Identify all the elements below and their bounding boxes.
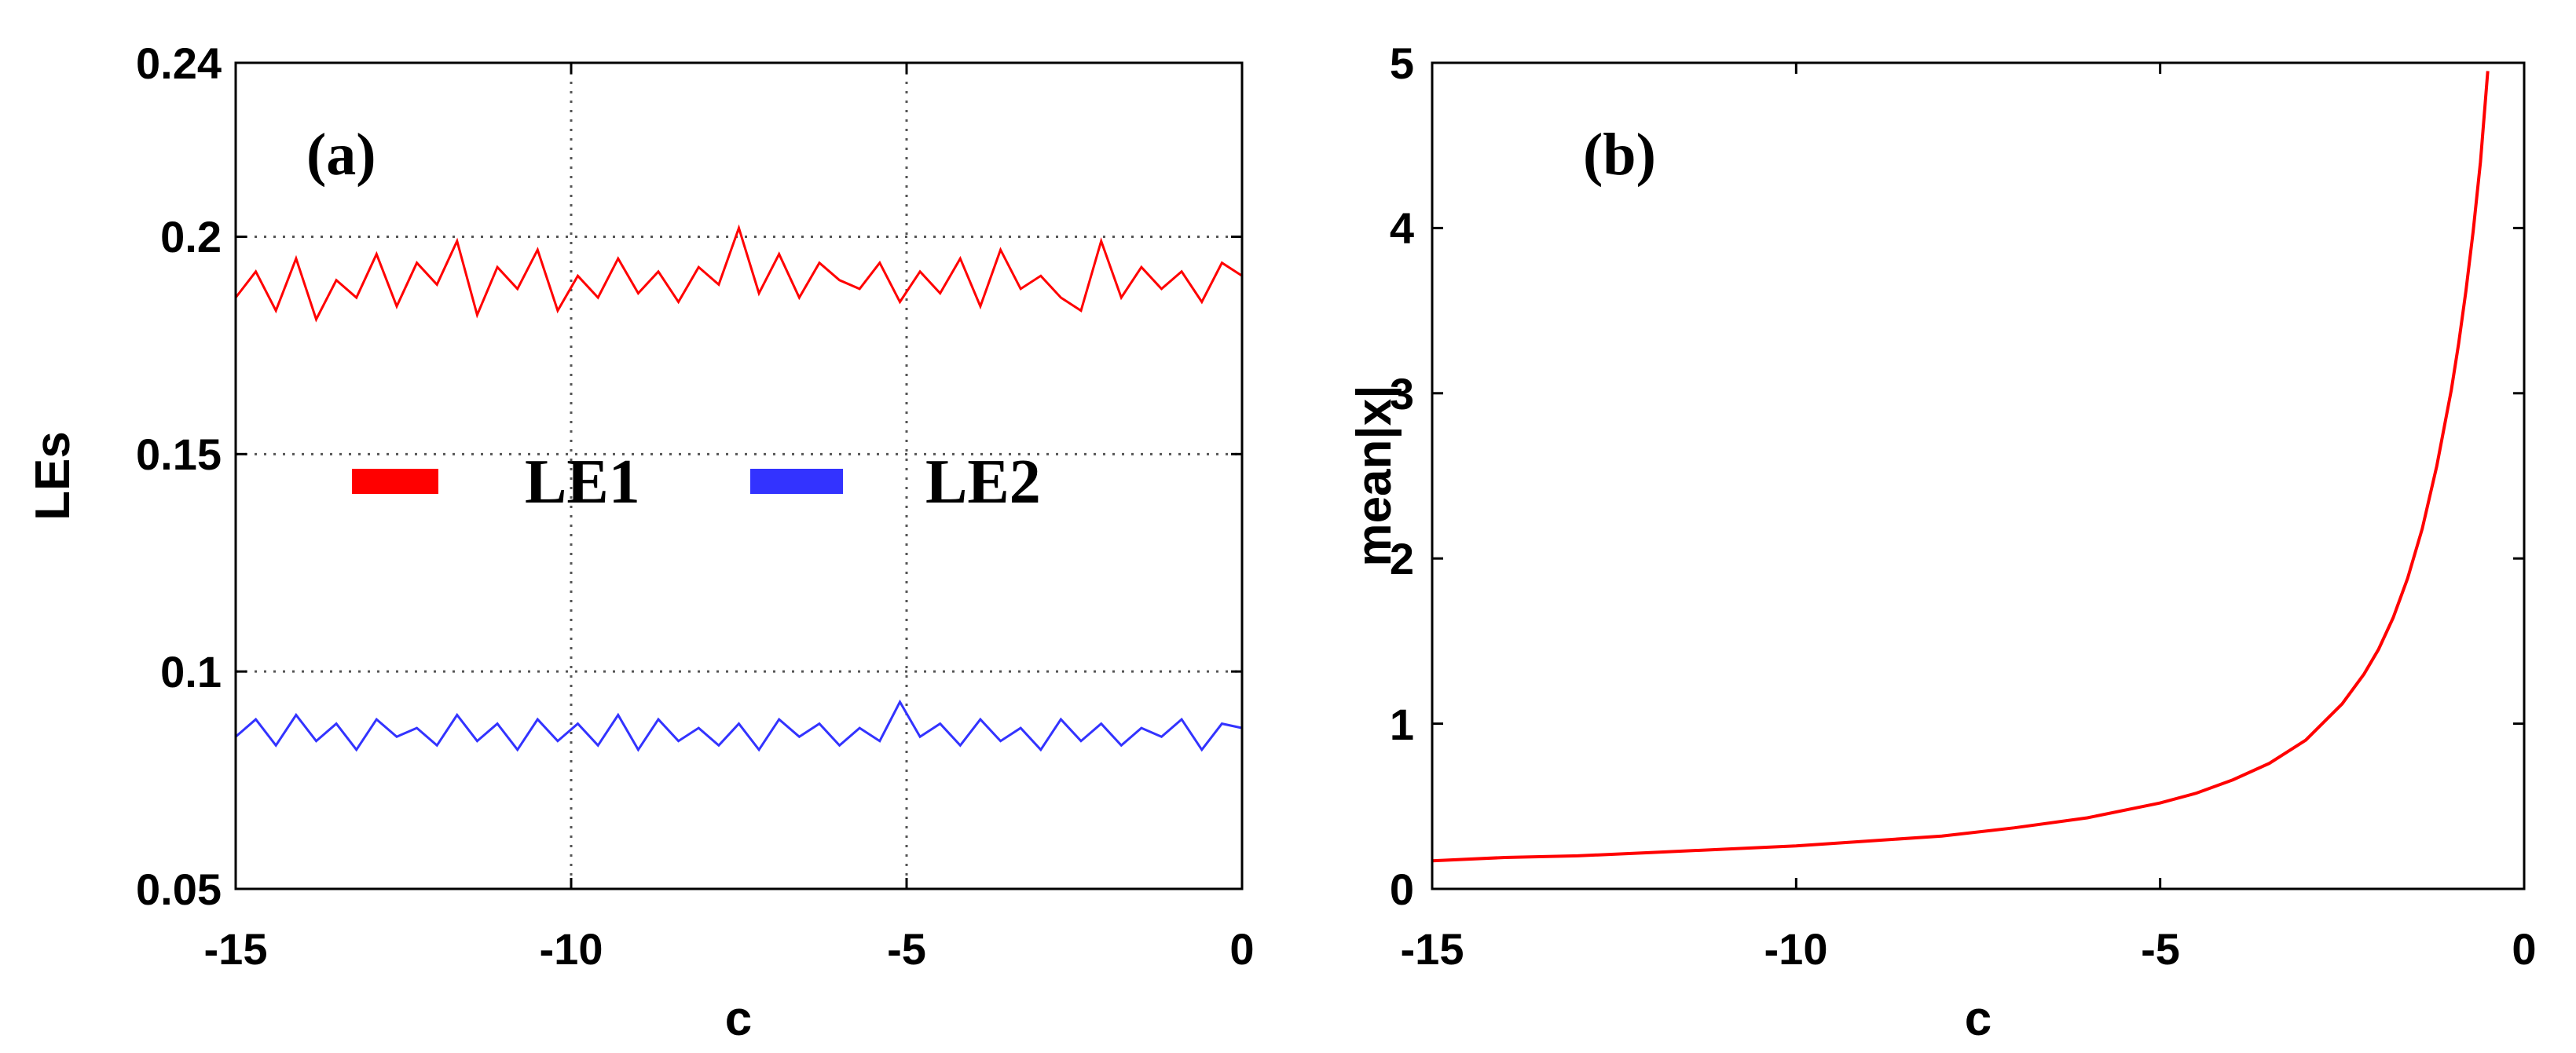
chart-panel-a: -15 -10 -5 0 0.05 0.1 0.15 0.2 0.24 c LE… <box>26 38 1255 1046</box>
x-tick-label-b: -5 <box>2141 924 2180 974</box>
legend-a: LE1 LE2 <box>352 448 1041 517</box>
plot-frame-a <box>234 61 1244 890</box>
y-tick-label-b: 3 <box>1390 369 1414 419</box>
series-lines-a <box>234 224 1243 752</box>
y-tick-label-b: 0 <box>1390 865 1414 914</box>
series-lines-b <box>1431 71 2490 863</box>
legend-label-le2: LE2 <box>925 448 1041 517</box>
series-line-le1 <box>234 224 1243 323</box>
legend-label-le1: LE1 <box>525 448 640 517</box>
y-tick-label-a: 0.05 <box>136 865 222 914</box>
chart-panel-b: -15 -10 -5 0 0 1 2 3 4 5 c mean|x| (b) <box>1347 38 2537 1046</box>
x-tick-label-a: -10 <box>540 924 603 974</box>
y-axis-label-b: mean|x| <box>1347 385 1402 566</box>
grid-a <box>236 63 1242 889</box>
y-tick-label-b: 2 <box>1390 534 1414 583</box>
x-tick-label-b: -15 <box>1401 924 1464 974</box>
x-tick-label-a: 0 <box>1229 924 1254 974</box>
legend-swatch-le1 <box>352 469 438 494</box>
y-tick-label-b: 5 <box>1390 38 1414 88</box>
y-tick-label-a: 0.15 <box>136 430 222 479</box>
x-tick-label-b: 0 <box>2512 924 2536 974</box>
plot-frame-b <box>1431 61 2526 890</box>
x-tick-label-a: -15 <box>204 924 268 974</box>
tick-marks-b <box>1431 61 2526 890</box>
legend-swatch-le2 <box>750 469 843 494</box>
x-tick-label-a: -5 <box>887 924 926 974</box>
panel-label-b: (b) <box>1583 122 1656 188</box>
y-tick-label-b: 4 <box>1390 203 1414 253</box>
series-line-mean-abs-x <box>1431 71 2490 863</box>
panel-label-a: (a) <box>306 122 376 188</box>
y-tick-label-a: 0.24 <box>136 38 222 88</box>
y-tick-label-b: 1 <box>1390 700 1414 749</box>
y-axis-label-a: LEs <box>26 431 80 521</box>
y-tick-label-a: 0.2 <box>160 212 222 261</box>
y-tick-label-a: 0.1 <box>160 647 222 697</box>
x-tick-label-b: -10 <box>1764 924 1828 974</box>
series-line-le2 <box>235 699 1243 752</box>
tick-marks-a <box>234 61 1244 890</box>
x-axis-label-a: c <box>725 992 752 1046</box>
x-axis-label-b: c <box>1965 992 1992 1046</box>
